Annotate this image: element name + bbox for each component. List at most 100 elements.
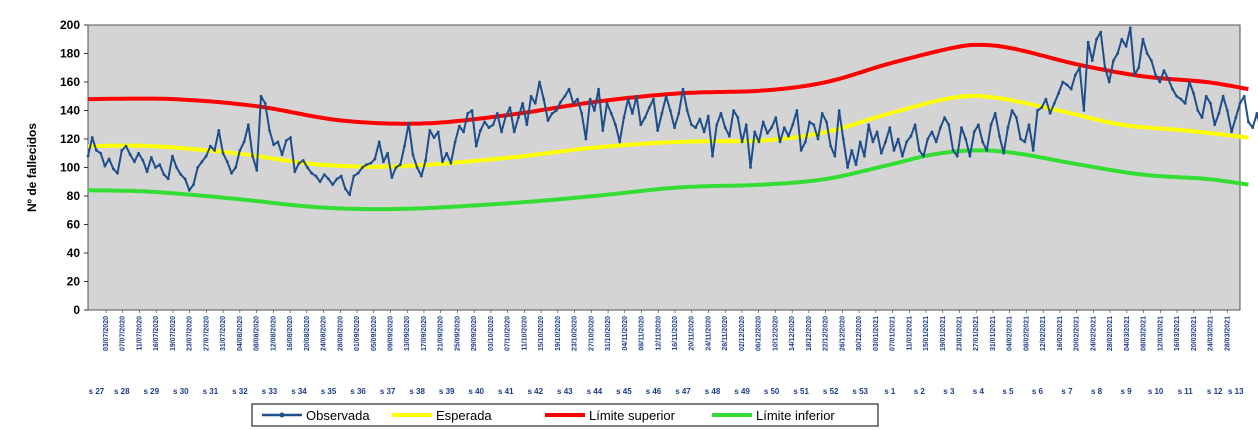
data-point-observada [187, 188, 191, 192]
x-week-tick-label: s 11 [1178, 387, 1194, 396]
data-point-observada [841, 137, 845, 141]
data-point-observada [453, 140, 457, 144]
data-point-observada [415, 166, 419, 169]
x-week-tick-label: s 27 [89, 387, 105, 396]
data-point-observada [1209, 101, 1212, 105]
data-point-observada [1200, 116, 1204, 120]
data-point-observada [799, 149, 803, 152]
data-point-observada [588, 97, 592, 101]
x-date-tick-label: 07/10/2020 [505, 316, 512, 351]
data-point-observada [141, 158, 145, 162]
data-point-observada [162, 173, 166, 177]
x-date-tick-label: 11/10/2020 [521, 316, 528, 351]
data-point-observada [989, 123, 993, 127]
data-point-observada [550, 111, 554, 115]
x-date-tick-label: 06/12/2020 [756, 316, 763, 351]
legend-label: Observada [306, 408, 370, 423]
data-point-observada [1154, 73, 1158, 77]
data-point-observada [837, 109, 841, 112]
data-point-observada [690, 123, 693, 127]
data-point-observada [744, 123, 748, 127]
data-point-observada [1107, 80, 1111, 84]
data-point-observada [1217, 111, 1221, 115]
data-point-observada [635, 94, 638, 98]
legend-label: Límite inferior [756, 408, 835, 423]
x-date-tick-label: 12/08/2020 [270, 316, 277, 351]
x-date-tick-label: 03/10/2020 [488, 316, 495, 351]
data-point-observada [753, 130, 757, 134]
data-point-observada [1099, 30, 1103, 34]
data-point-observada [521, 101, 525, 105]
x-week-tick-label: s 31 [203, 387, 219, 396]
x-date-tick-label: 30/12/2020 [856, 316, 863, 351]
data-point-observada [1078, 66, 1082, 70]
data-point-observada [377, 140, 381, 144]
data-point-observada [968, 154, 972, 158]
x-date-tick-label: 04/03/2021 [1124, 316, 1131, 351]
data-point-observada [390, 176, 394, 179]
x-week-tick-label: s 36 [350, 387, 366, 396]
data-point-observada [985, 149, 989, 152]
data-point-observada [348, 193, 352, 196]
x-week-tick-label: s 37 [380, 387, 396, 396]
data-point-observada [517, 116, 520, 120]
data-point-observada [943, 116, 947, 120]
data-point-observada [639, 123, 643, 127]
data-point-observada [90, 136, 94, 139]
data-point-observada [808, 120, 811, 124]
data-point-observada [1158, 80, 1162, 84]
data-point-observada [124, 144, 128, 148]
data-point-observada [934, 140, 938, 144]
x-week-tick-label: s 13 [1228, 387, 1244, 396]
data-point-observada [1074, 73, 1077, 77]
data-point-observada [1221, 94, 1225, 98]
x-date-tick-label: 16/03/2021 [1174, 316, 1181, 351]
data-point-observada [373, 157, 377, 161]
x-date-tick-label: 03/01/2021 [873, 316, 880, 351]
x-week-tick-label: s 30 [173, 387, 189, 396]
data-point-observada [1052, 101, 1056, 105]
data-point-observada [668, 109, 672, 112]
x-week-tick-label: s 8 [1091, 387, 1103, 396]
data-point-observada [1014, 116, 1018, 120]
data-point-observada [820, 111, 824, 115]
x-date-tick-label: 31/10/2020 [605, 316, 612, 351]
x-week-tick-label: s 34 [291, 387, 307, 396]
data-point-observada [314, 174, 318, 178]
y-tick-label: 0 [73, 303, 80, 317]
data-point-observada [1095, 37, 1098, 41]
data-point-observada [331, 183, 335, 187]
data-point-observada [803, 140, 807, 144]
x-week-tick-label: s 48 [705, 387, 721, 396]
y-axis: 0 20 40 60 80 100 120 140 160 180 200 [60, 18, 88, 317]
x-date-tick-label: 13/09/2020 [404, 316, 411, 351]
data-point-observada [297, 161, 301, 165]
x-date-tick-label: 16/02/2021 [1057, 316, 1064, 351]
x-date-tick-label: 23/07/2020 [187, 316, 194, 351]
data-point-observada [917, 149, 921, 152]
data-point-observada [770, 126, 774, 129]
data-point-observada [200, 160, 204, 164]
data-point-observada [196, 166, 200, 169]
data-point-observada [166, 177, 170, 181]
data-point-observada [563, 94, 567, 98]
data-point-observada [787, 134, 790, 138]
data-point-observada [1086, 40, 1090, 44]
data-point-observada [1069, 87, 1073, 91]
data-point-observada [1057, 92, 1060, 95]
data-point-observada [867, 123, 871, 127]
data-point-observada [352, 174, 356, 178]
x-week-tick-label: s 9 [1121, 387, 1133, 396]
x-date-tick-label: 21/09/2020 [438, 316, 445, 351]
data-point-observada [782, 126, 786, 129]
x-date-tick-label: 08/11/2020 [639, 316, 646, 351]
x-date-tick-label: 07/07/2020 [120, 316, 127, 351]
data-point-observada [483, 120, 487, 124]
data-point-observada [432, 136, 436, 139]
data-point-observada [930, 130, 934, 134]
x-date-tick-label: 12/03/2021 [1157, 316, 1164, 351]
data-point-observada [403, 144, 406, 148]
data-point-observada [322, 173, 326, 177]
data-point-observada [318, 180, 322, 184]
data-point-observada [192, 183, 195, 187]
